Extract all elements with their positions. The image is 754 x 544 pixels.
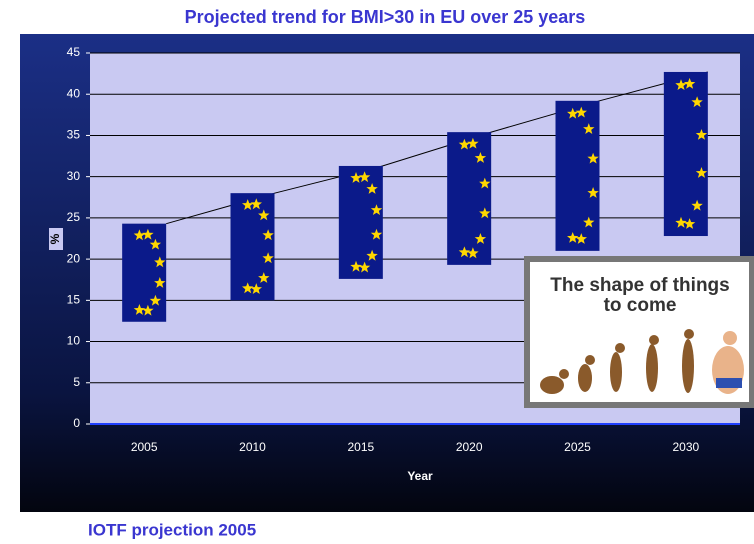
y-tick-label: 10: [67, 334, 81, 348]
y-tick-label: 35: [67, 128, 81, 142]
x-tick-label: 2015: [347, 440, 374, 454]
y-tick-label: 15: [67, 293, 81, 307]
inset-text: The shape of things: [550, 275, 729, 296]
inset-image: The shape of things to come: [527, 259, 752, 405]
y-tick-label: 25: [67, 210, 81, 224]
y-tick-label: 5: [73, 375, 80, 389]
range-bar: [664, 72, 708, 236]
range-bar: [231, 193, 275, 300]
x-tick-label: 2005: [131, 440, 158, 454]
x-axis-label: Year: [407, 469, 433, 483]
inset-text: to come: [604, 295, 677, 316]
y-tick-label: 20: [67, 251, 81, 265]
x-tick-label: 2025: [564, 440, 591, 454]
y-tick-label: 30: [67, 169, 81, 183]
y-tick-label: 40: [67, 86, 81, 100]
chart-title: Projected trend for BMI>30 in EU over 25…: [185, 7, 586, 27]
y-tick-label: 0: [73, 416, 80, 430]
range-bar: [447, 132, 491, 265]
footer: IOTF projection 2005: [88, 520, 256, 539]
y-axis-label: %: [48, 233, 62, 244]
range-bar: [122, 224, 166, 322]
range-bar: [556, 101, 600, 251]
x-tick-label: 2010: [239, 440, 266, 454]
y-tick-label: 45: [67, 45, 81, 59]
x-tick-label: 2030: [672, 440, 699, 454]
chart: Projected trend for BMI>30 in EU over 25…: [0, 0, 754, 544]
x-tick-label: 2020: [456, 440, 483, 454]
range-bar: [339, 166, 383, 279]
